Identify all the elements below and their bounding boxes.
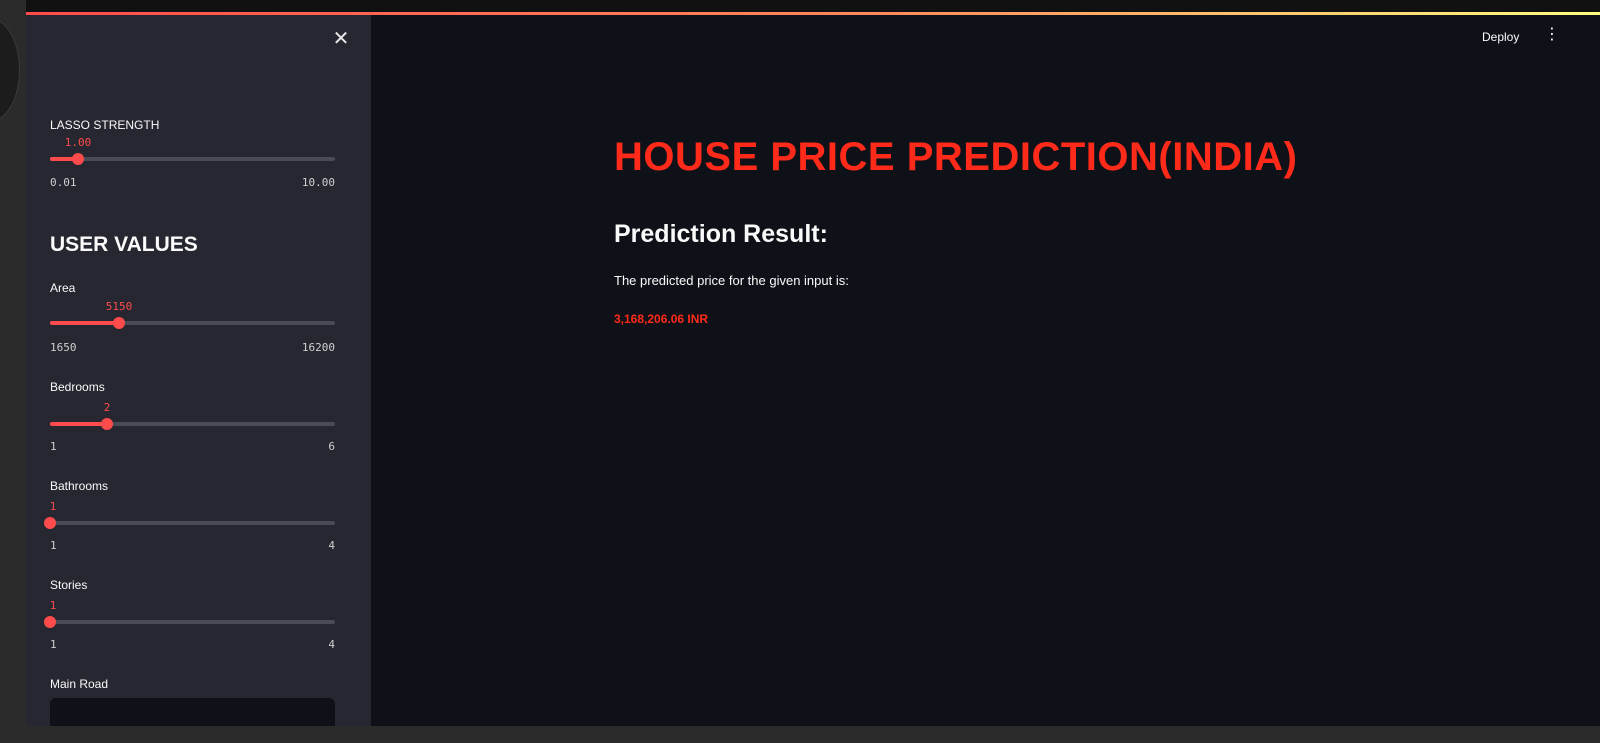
page-title: HOUSE PRICE PREDICTION(INDIA) (614, 135, 1298, 179)
area-slider[interactable]: 5150 (50, 300, 335, 344)
slider-value: 1.00 (64, 136, 92, 149)
slider-value: 2 (103, 401, 111, 414)
slider-max: 4 (328, 539, 335, 552)
slider-fill (50, 321, 119, 325)
slider-thumb[interactable] (113, 317, 125, 329)
prediction-result-heading: Prediction Result: (614, 220, 828, 248)
slider-thumb[interactable] (44, 616, 56, 628)
slider-min: 1650 (50, 341, 77, 354)
slider-max: 10.00 (301, 176, 335, 189)
prediction-result-text: The predicted price for the given input … (614, 273, 849, 288)
stories-label: Stories (50, 578, 88, 592)
stories-slider[interactable]: 1 (44, 599, 335, 643)
slider-min: 0.01 (50, 176, 77, 189)
side-overlay-circle (0, 18, 20, 122)
slider-min: 1 (50, 539, 57, 552)
slider-fill (50, 422, 107, 426)
slider-track (50, 157, 335, 161)
top-strip (26, 0, 1600, 12)
bedrooms-label: Bedrooms (50, 380, 105, 394)
lasso-strength-slider[interactable]: 1.00 (50, 136, 335, 180)
slider-track (50, 521, 335, 525)
close-icon[interactable]: ✕ (332, 28, 350, 50)
lasso-range: 0.01 10.00 (50, 176, 335, 189)
slider-track (50, 321, 335, 325)
top-accent-bar (26, 12, 1600, 15)
main-road-label: Main Road (50, 677, 109, 691)
slider-fill (50, 157, 78, 161)
bedrooms-slider[interactable]: 2 (50, 401, 335, 445)
user-values-heading: USER VALUES (50, 233, 198, 256)
slider-thumb[interactable] (101, 418, 113, 430)
slider-thumb[interactable] (44, 517, 56, 529)
slider-track (50, 422, 335, 426)
slider-value: 5150 (105, 300, 133, 313)
slider-value: 1 (49, 500, 57, 513)
area-label: Area (50, 281, 76, 295)
slider-min: 1 (50, 440, 57, 453)
bathrooms-slider[interactable]: 1 (44, 500, 335, 544)
slider-max: 16200 (301, 341, 335, 354)
sidebar: ✕ LASSO STRENGTH 1.00 0.01 10.00 USER VA… (26, 15, 371, 726)
app-frame: ✕ LASSO STRENGTH 1.00 0.01 10.00 USER VA… (26, 0, 1600, 726)
slider-track (50, 620, 335, 624)
slider-thumb[interactable] (72, 153, 84, 165)
kebab-menu-icon[interactable]: ⋮ (1544, 26, 1560, 43)
slider-value: 1 (49, 599, 57, 612)
predicted-price: 3,168,206.06 INR (614, 312, 709, 326)
stories-range: 1 4 (50, 638, 335, 651)
main-road-select[interactable] (50, 698, 335, 726)
bathrooms-range: 1 4 (50, 539, 335, 552)
slider-min: 1 (50, 638, 57, 651)
slider-max: 4 (328, 638, 335, 651)
lasso-strength-label: LASSO STRENGTH (50, 118, 160, 132)
bathrooms-label: Bathrooms (50, 479, 109, 493)
area-range: 1650 16200 (50, 341, 335, 354)
deploy-button[interactable]: Deploy (1482, 30, 1520, 44)
bedrooms-range: 1 6 (50, 440, 335, 453)
slider-max: 6 (328, 440, 335, 453)
